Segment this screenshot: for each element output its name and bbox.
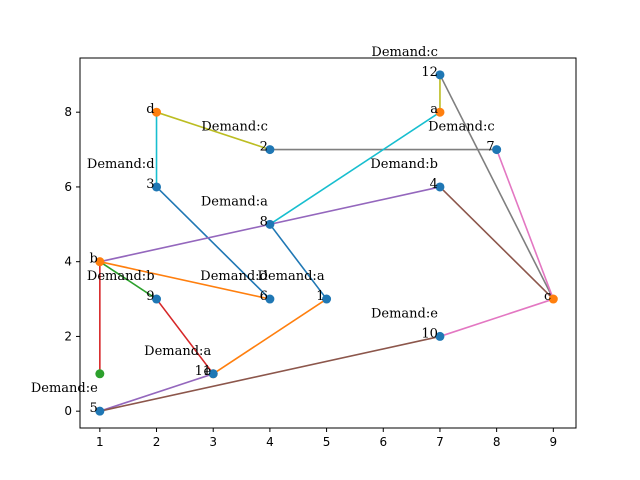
point-label-3: 3: [146, 177, 154, 192]
x-tick-label-7: 7: [436, 435, 444, 449]
route-edge-16: [99, 373, 214, 412]
x-tick-label-1: 1: [96, 435, 104, 449]
demand-label-2: Demand:c: [201, 120, 268, 135]
x-tick-label-5: 5: [323, 435, 331, 449]
data-point-c: [548, 294, 558, 304]
y-axis: 0 2 4 6 8: [64, 105, 80, 418]
route-edge-6: [269, 223, 328, 300]
data-point-12: [435, 70, 445, 80]
demand-label-12: Demand:c: [371, 45, 438, 60]
plot-frame: [79, 57, 577, 429]
route-edge-15: [212, 298, 328, 375]
demand-label-8: Demand:a: [201, 194, 268, 209]
route-edge-5: [269, 111, 441, 225]
route-edge-10: [439, 186, 554, 300]
demand-label-6: Demand:d: [200, 269, 268, 284]
data-point-green: [95, 369, 105, 379]
labels-layer: d abce12Demand:c2Demand:c7Demand:c3Demand…: [31, 45, 551, 416]
x-tick-label-8: 8: [493, 435, 501, 449]
demand-label-4: Demand:b: [370, 157, 438, 172]
route-edge-2: [155, 186, 271, 300]
data-point-2: [265, 145, 275, 155]
point-label-11: 11: [195, 364, 212, 379]
x-tick-label-9: 9: [550, 435, 558, 449]
data-point-1: [322, 294, 332, 304]
route-edge-11: [99, 260, 271, 300]
demand-label-9: Demand:b: [87, 269, 155, 284]
point-label-a: a: [430, 102, 438, 117]
route-edge-0: [156, 111, 271, 151]
data-point-3: [152, 182, 162, 192]
data-point-10: [435, 331, 445, 341]
route-edge-8: [495, 149, 555, 300]
x-axis: 1 2 3 4 5 6 7 8 9: [96, 428, 557, 449]
point-label-7: 7: [486, 140, 494, 155]
point-label-8: 8: [260, 214, 268, 229]
point-label-c: c: [544, 289, 551, 304]
point-label-1: 1: [316, 289, 324, 304]
data-point-9: [152, 294, 162, 304]
y-tick-label-2: 2: [64, 329, 72, 343]
data-point-6: [265, 294, 275, 304]
y-tick-label-0: 0: [64, 404, 72, 418]
data-point-4: [435, 182, 445, 192]
data-point-11: [208, 369, 218, 379]
demand-label-11: Demand:a: [144, 344, 211, 359]
route-edge-12: [99, 261, 157, 300]
route-edge-7: [439, 74, 555, 300]
point-label-9: 9: [146, 289, 154, 304]
data-point-7: [492, 145, 502, 155]
point-label-d: d: [146, 102, 154, 117]
data-point-d: [152, 107, 162, 117]
point-label-5: 5: [90, 401, 98, 416]
point-label-12: 12: [421, 65, 438, 80]
x-tick-label-2: 2: [153, 435, 161, 449]
point-label-e: e: [204, 364, 212, 379]
points-layer: [95, 70, 558, 416]
data-point-5: [95, 406, 105, 416]
data-point-8: [265, 219, 275, 229]
point-label-4: 4: [430, 177, 438, 192]
data-point-a: [435, 107, 445, 117]
route-edge-14: [155, 298, 214, 375]
demand-label-10: Demand:e: [371, 306, 438, 321]
x-tick-label-4: 4: [266, 435, 274, 449]
y-tick-label-6: 6: [64, 180, 72, 194]
demand-label-1: Demand:a: [258, 269, 325, 284]
demand-label-5: Demand:e: [31, 381, 98, 396]
x-tick-label-3: 3: [209, 435, 217, 449]
point-label-10: 10: [421, 326, 438, 341]
demand-label-3: Demand:d: [87, 157, 155, 172]
point-label-6: 6: [260, 289, 268, 304]
point-label-2: 2: [260, 140, 268, 155]
route-edge-18: [439, 298, 554, 338]
y-tick-label-4: 4: [64, 255, 72, 269]
x-tick-label-6: 6: [379, 435, 387, 449]
route-edge-17: [99, 335, 441, 412]
point-label-b: b: [90, 252, 98, 267]
data-point-b: [95, 257, 105, 267]
y-tick-label-8: 8: [64, 105, 72, 119]
demand-label-7: Demand:c: [428, 120, 495, 135]
